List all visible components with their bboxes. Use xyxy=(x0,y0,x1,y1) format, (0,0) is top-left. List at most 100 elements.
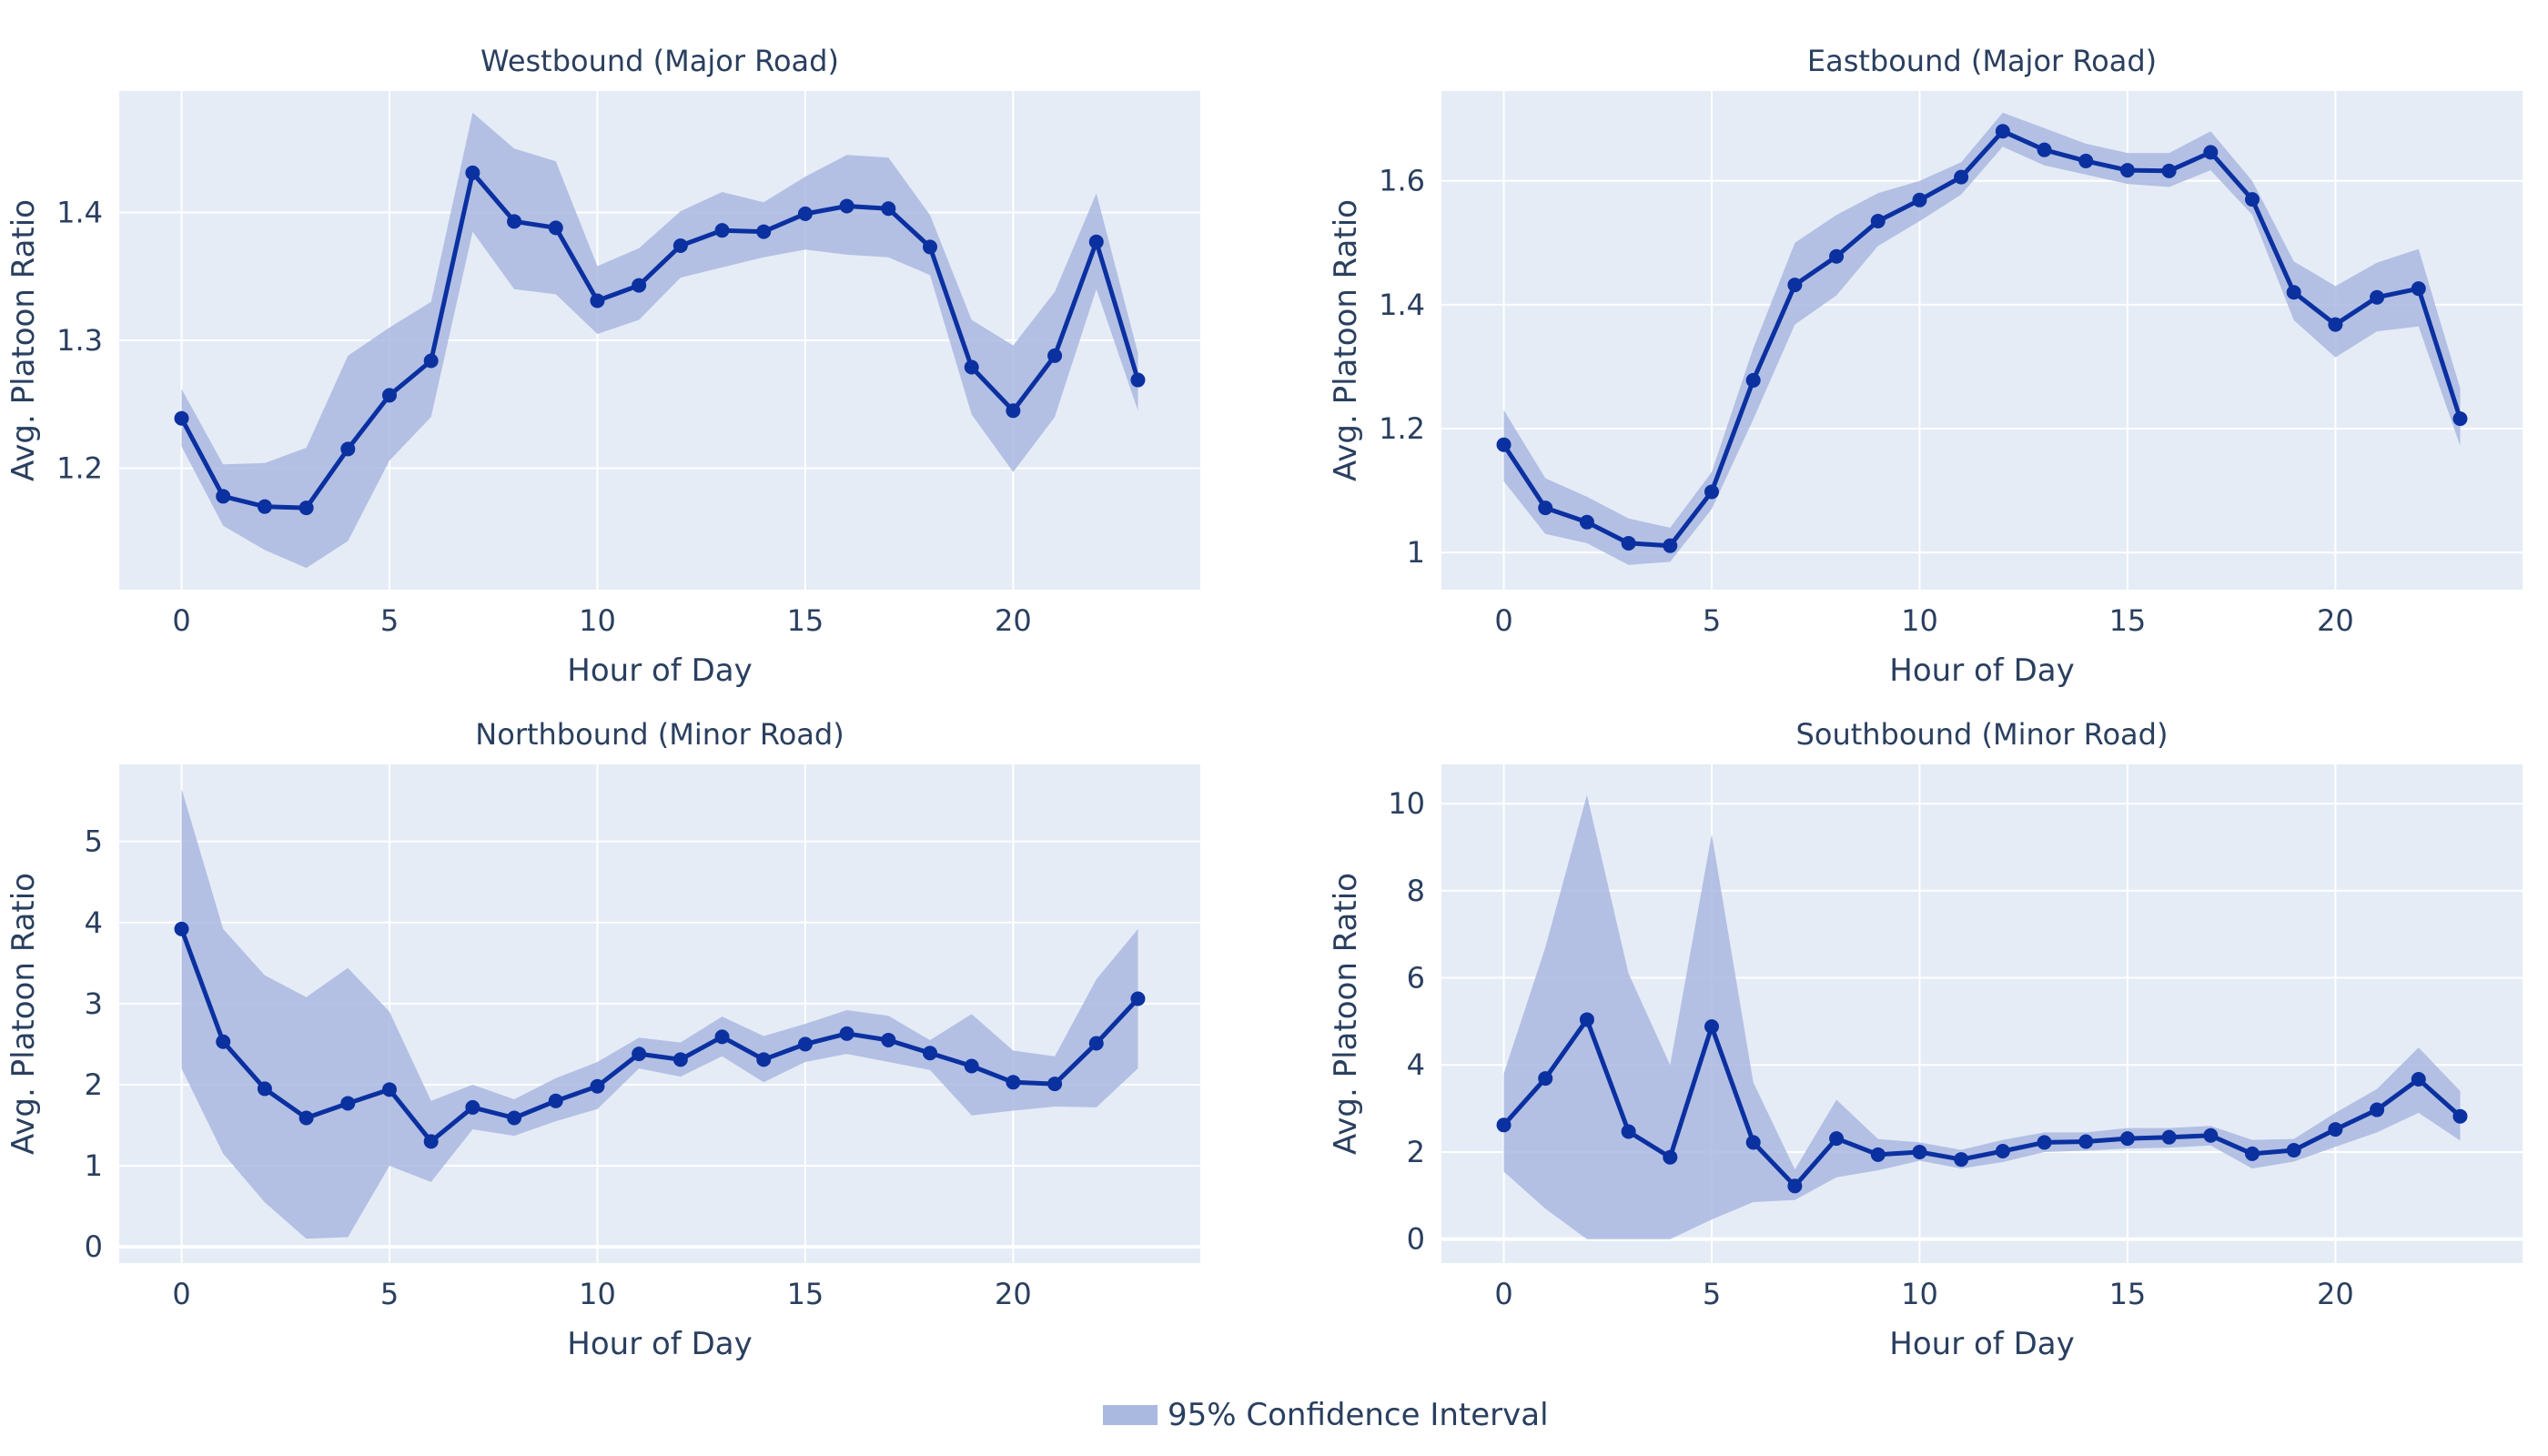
data-point xyxy=(1006,1075,1021,1090)
data-point xyxy=(1995,124,2010,139)
data-point xyxy=(2286,1143,2301,1158)
data-point xyxy=(1745,1135,1761,1150)
data-point xyxy=(1995,1143,2010,1158)
data-point xyxy=(1496,437,1512,452)
data-point xyxy=(548,1093,563,1108)
data-point xyxy=(465,165,480,180)
data-point xyxy=(1088,1036,1104,1051)
x-tick-label: 10 xyxy=(1901,1277,1938,1311)
data-point xyxy=(174,410,189,426)
y-axis-title: Avg. Platoon Ratio xyxy=(5,199,42,481)
data-point xyxy=(2370,1102,2385,1117)
data-point xyxy=(756,1052,772,1067)
data-point xyxy=(2203,1127,2219,1143)
x-tick-label: 20 xyxy=(995,603,1032,638)
data-point xyxy=(1870,213,1886,228)
data-point xyxy=(1621,1124,1636,1139)
data-point xyxy=(507,214,522,229)
data-point xyxy=(2037,1135,2052,1150)
x-axis-title: Hour of Day xyxy=(567,652,752,689)
data-point xyxy=(216,489,231,504)
data-point xyxy=(881,1032,896,1047)
data-point xyxy=(1538,500,1553,516)
data-point xyxy=(1912,1144,1927,1159)
data-point xyxy=(1621,535,1636,551)
data-point xyxy=(257,1081,272,1097)
y-tick-label: 2 xyxy=(1407,1135,1425,1169)
data-point xyxy=(632,278,647,293)
legend-ci-label: 95% Confidence Interval xyxy=(1168,1397,1549,1433)
data-point xyxy=(1047,348,1063,363)
data-point xyxy=(2078,153,2094,168)
data-point xyxy=(2119,1131,2135,1147)
data-point xyxy=(2161,163,2177,178)
y-tick-label: 5 xyxy=(85,824,103,859)
data-point xyxy=(298,500,314,516)
x-tick-label: 20 xyxy=(2317,1277,2354,1311)
x-axis-title: Hour of Day xyxy=(567,1326,752,1362)
data-point xyxy=(714,1029,730,1045)
data-point xyxy=(2078,1134,2094,1149)
y-axis-title: Avg. Platoon Ratio xyxy=(1328,873,1364,1155)
x-tick-label: 0 xyxy=(172,1277,190,1311)
data-point xyxy=(2245,192,2260,207)
data-point xyxy=(2245,1146,2260,1161)
y-tick-label: 1 xyxy=(1407,535,1425,570)
data-point xyxy=(1663,1149,1678,1165)
data-point xyxy=(2411,1072,2426,1087)
y-tick-label: 10 xyxy=(1388,786,1425,821)
y-tick-label: 0 xyxy=(1407,1222,1425,1257)
data-point xyxy=(548,220,563,236)
data-point xyxy=(1787,278,1803,293)
data-point xyxy=(2328,1122,2343,1138)
data-point xyxy=(797,1036,813,1052)
data-point xyxy=(2203,145,2219,160)
data-point xyxy=(881,201,896,217)
data-point xyxy=(797,206,813,221)
data-point xyxy=(632,1046,647,1062)
data-point xyxy=(1047,1077,1063,1092)
data-point xyxy=(964,359,979,375)
data-point xyxy=(2452,411,2468,427)
data-point xyxy=(1579,514,1594,530)
data-point xyxy=(1130,991,1146,1006)
series-line xyxy=(179,928,1140,1144)
x-tick-label: 0 xyxy=(1494,603,1512,638)
data-point xyxy=(1745,372,1761,388)
data-point xyxy=(216,1034,231,1049)
y-tick-label: 1.4 xyxy=(56,195,103,229)
y-tick-label: 1.3 xyxy=(56,323,103,358)
data-point xyxy=(1006,403,1021,419)
data-point xyxy=(1496,1117,1512,1133)
series-line xyxy=(1502,1017,2462,1188)
data-point xyxy=(340,1096,356,1111)
x-tick-label: 10 xyxy=(1901,603,1938,638)
data-point xyxy=(1579,1012,1594,1027)
y-axis-title: Avg. Platoon Ratio xyxy=(1328,199,1364,481)
data-point xyxy=(1829,1131,1845,1147)
data-point xyxy=(923,239,937,255)
data-point xyxy=(672,1052,688,1067)
subplot-title: Northbound (Minor Road) xyxy=(475,717,844,752)
data-point xyxy=(1130,372,1146,388)
y-tick-label: 1.4 xyxy=(1379,288,1425,322)
data-point xyxy=(1954,169,1969,185)
data-point xyxy=(2286,285,2301,300)
x-tick-label: 0 xyxy=(172,603,190,638)
y-tick-label: 1.6 xyxy=(1379,164,1425,198)
data-point xyxy=(756,224,772,239)
data-point xyxy=(1663,538,1678,553)
data-point xyxy=(1787,1178,1803,1194)
y-tick-label: 4 xyxy=(85,905,103,940)
data-point xyxy=(1870,1147,1886,1162)
x-tick-label: 10 xyxy=(579,1277,616,1311)
data-point xyxy=(1912,192,1927,207)
data-point xyxy=(672,238,688,254)
data-point xyxy=(2161,1129,2177,1145)
data-point xyxy=(2119,163,2135,178)
x-tick-label: 20 xyxy=(2317,603,2354,638)
x-tick-label: 5 xyxy=(380,1277,399,1311)
data-point xyxy=(590,1078,605,1094)
data-point xyxy=(839,1026,854,1041)
